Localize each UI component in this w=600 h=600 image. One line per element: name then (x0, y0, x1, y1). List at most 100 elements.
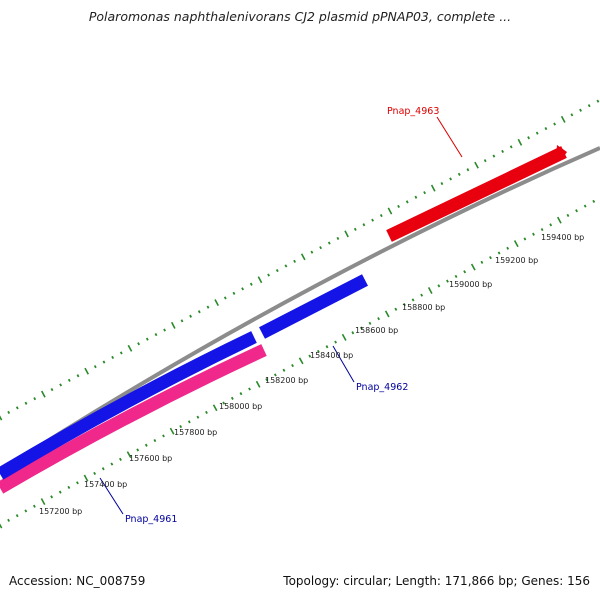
minor-tick (405, 200, 409, 204)
minor-tick (544, 126, 548, 131)
minor-tick (7, 410, 11, 415)
scale-label: 158400 bp (310, 351, 353, 360)
major-tick (255, 380, 261, 388)
minor-tick (587, 104, 591, 108)
major-tick (387, 207, 393, 215)
minor-tick (592, 199, 596, 203)
major-tick (257, 276, 263, 284)
minor-tick (336, 236, 340, 241)
minor-tick (379, 213, 383, 218)
minor-tick (457, 172, 461, 176)
minor-tick (403, 302, 406, 307)
scale-label: 157800 bp (174, 428, 217, 437)
minor-tick (7, 518, 10, 522)
minor-tick (119, 457, 122, 461)
major-tick (513, 240, 519, 248)
minor-tick (411, 298, 415, 302)
minor-tick (532, 232, 535, 236)
major-tick (84, 367, 90, 375)
minor-tick (437, 284, 441, 288)
minor-tick (596, 99, 600, 103)
minor-tick (24, 401, 28, 405)
gene-arrow-pnap-4962[interactable] (259, 274, 368, 339)
minor-tick (196, 415, 200, 419)
minor-tick (267, 273, 270, 277)
minor-tick (483, 159, 487, 163)
minor-tick (189, 314, 192, 318)
gene-label-pnap-4962[interactable]: Pnap_4962 (356, 382, 408, 393)
minor-tick (33, 504, 36, 508)
minor-tick (540, 227, 544, 232)
minor-tick (67, 485, 71, 490)
minor-tick (362, 223, 366, 227)
gene-label-leader (99, 477, 124, 515)
scale-label: 157400 bp (84, 480, 127, 489)
major-tick (341, 333, 347, 341)
minor-tick (327, 241, 331, 245)
minor-tick (489, 256, 492, 260)
gene-arrowhead (556, 145, 567, 159)
minor-tick (239, 392, 243, 396)
minor-tick (67, 378, 71, 382)
minor-tick (249, 282, 253, 286)
inner-tick-ring (0, 199, 596, 529)
gene-arrow-pnap-4963[interactable] (386, 146, 567, 242)
minor-tick (50, 387, 54, 392)
minor-tick (93, 471, 97, 476)
minor-tick (248, 387, 251, 391)
minor-tick (205, 410, 208, 415)
major-tick (214, 299, 220, 306)
minor-tick (377, 317, 380, 321)
major-tick (127, 344, 133, 352)
minor-tick (76, 374, 80, 378)
gene-arrow-pnap-4961-blue[interactable] (0, 331, 257, 480)
scale-label: 159400 bp (541, 233, 584, 242)
minor-tick (317, 349, 320, 354)
minor-tick (144, 443, 148, 447)
minor-tick (368, 321, 372, 325)
gene-label-pnap-4963[interactable]: Pnap_4963 (387, 106, 439, 117)
minor-tick (492, 154, 496, 158)
minor-tick (535, 131, 539, 135)
gene-label-leader (332, 345, 355, 383)
minor-tick (351, 331, 355, 335)
major-tick (470, 263, 476, 271)
outer-tick-ring (0, 99, 600, 421)
minor-tick (197, 310, 201, 314)
minor-tick (119, 351, 123, 355)
minor-tick (446, 279, 449, 283)
minor-tick (523, 237, 527, 241)
minor-tick (570, 113, 574, 117)
minor-tick (583, 204, 587, 208)
minor-tick (232, 291, 236, 295)
minor-tick (206, 305, 210, 309)
minor-tick (566, 213, 570, 218)
minor-tick (162, 434, 165, 438)
minor-tick (414, 195, 418, 199)
minor-tick (423, 191, 426, 195)
major-tick (169, 427, 175, 435)
gene-label-pnap-4961[interactable]: Pnap_4961 (125, 514, 177, 525)
minor-tick (24, 509, 28, 513)
minor-tick (319, 246, 322, 250)
minor-tick (463, 270, 467, 274)
major-tick (0, 523, 3, 529)
minor-tick (553, 122, 556, 126)
major-tick (170, 321, 176, 329)
major-tick (474, 161, 479, 169)
major-tick (40, 498, 46, 505)
gene-arrow-pnap-4961[interactable] (0, 344, 267, 494)
minor-tick (497, 251, 501, 255)
minor-tick (179, 424, 183, 429)
minor-tick (222, 401, 226, 405)
map-title: Polaromonas naphthalenivorans CJ2 plasmi… (88, 9, 512, 24)
accession-text: Accession: NC_008759 (9, 574, 146, 588)
major-tick (430, 184, 436, 192)
major-tick (298, 357, 304, 365)
major-tick (300, 253, 306, 261)
minor-tick (293, 259, 296, 263)
minor-tick (509, 145, 513, 149)
major-tick (126, 451, 132, 459)
scale-label: 157200 bp (39, 507, 82, 516)
scale-label: 158800 bp (402, 303, 445, 312)
